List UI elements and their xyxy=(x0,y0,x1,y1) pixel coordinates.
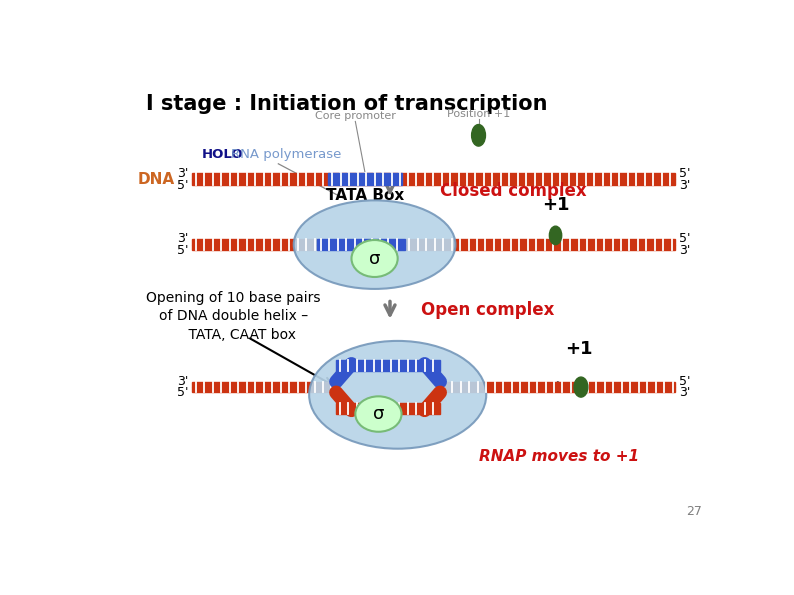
Bar xyxy=(440,382,675,387)
Bar xyxy=(406,245,675,250)
Text: σ: σ xyxy=(372,405,384,423)
Text: 3': 3' xyxy=(177,167,188,180)
Bar xyxy=(192,239,317,245)
Bar xyxy=(406,239,675,245)
Ellipse shape xyxy=(549,226,561,245)
Bar xyxy=(192,387,336,393)
Text: Open complex: Open complex xyxy=(421,301,554,319)
Bar xyxy=(192,382,336,387)
Bar xyxy=(336,360,440,371)
Text: 3': 3' xyxy=(679,179,690,192)
Bar xyxy=(192,245,317,250)
Ellipse shape xyxy=(352,240,398,277)
Bar xyxy=(192,173,675,179)
Text: 3': 3' xyxy=(177,375,188,388)
Text: 5': 5' xyxy=(177,179,188,192)
Bar xyxy=(440,387,675,393)
Text: Core promoter: Core promoter xyxy=(315,111,395,121)
Text: HOLO: HOLO xyxy=(202,149,243,161)
Ellipse shape xyxy=(356,396,402,432)
Text: RNA polymerase: RNA polymerase xyxy=(230,149,341,161)
Text: σ: σ xyxy=(369,249,380,268)
Text: Position +1: Position +1 xyxy=(447,109,511,119)
Bar xyxy=(192,179,675,186)
Text: +1: +1 xyxy=(565,340,592,358)
Text: Closed complex: Closed complex xyxy=(440,181,587,200)
Text: 5': 5' xyxy=(679,233,690,245)
Bar xyxy=(336,403,440,414)
Bar xyxy=(329,179,402,186)
Ellipse shape xyxy=(574,377,588,397)
Text: 3': 3' xyxy=(177,233,188,245)
Text: TATA Box: TATA Box xyxy=(326,189,404,203)
Text: 3': 3' xyxy=(679,244,690,257)
Text: +1: +1 xyxy=(542,196,569,214)
Text: 5': 5' xyxy=(177,244,188,257)
Bar xyxy=(317,239,406,245)
Text: RNAP moves to +1: RNAP moves to +1 xyxy=(479,449,638,464)
Text: DNA: DNA xyxy=(137,172,175,187)
Bar xyxy=(329,173,402,179)
Text: 5': 5' xyxy=(177,386,188,399)
Ellipse shape xyxy=(472,124,485,146)
Text: 27: 27 xyxy=(686,505,702,518)
Ellipse shape xyxy=(309,341,486,449)
Text: 5': 5' xyxy=(679,375,690,388)
Text: 3': 3' xyxy=(679,386,690,399)
Ellipse shape xyxy=(294,201,456,289)
Text: Opening of 10 base pairs
of DNA double helix –
    TATA, CAAT box: Opening of 10 base pairs of DNA double h… xyxy=(146,291,321,342)
Bar xyxy=(317,245,406,250)
Text: I stage : Initiation of transcription: I stage : Initiation of transcription xyxy=(146,95,547,114)
Text: 5': 5' xyxy=(679,167,690,180)
